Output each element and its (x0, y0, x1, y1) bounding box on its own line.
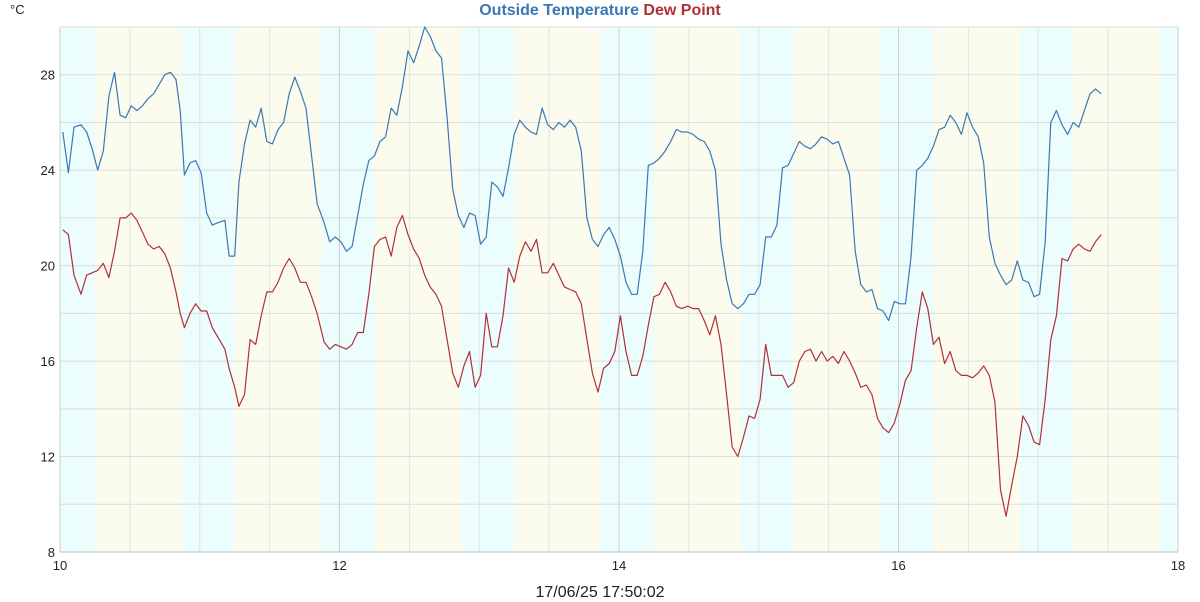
band-day-11 (793, 27, 881, 552)
y-tick-label: 8 (48, 545, 55, 560)
x-tick-label: 10 (53, 558, 67, 573)
band-night-8 (600, 27, 654, 552)
band-day-7 (514, 27, 601, 552)
band-night-16 (1159, 27, 1178, 552)
x-tick-label: 16 (891, 558, 905, 573)
band-night-4 (321, 27, 375, 552)
band-night-14 (1020, 27, 1074, 552)
x-tick-label: 14 (612, 558, 626, 573)
axis-tick-labels: 8 12 16 20 24 28 10 12 14 16 18 (41, 68, 1186, 573)
band-night-10 (740, 27, 794, 552)
band-day-9 (653, 27, 741, 552)
band-day-15 (1073, 27, 1160, 552)
chart-title: Outside Temperature Dew Point (0, 2, 1200, 20)
band-day-13 (933, 27, 1021, 552)
chart-grid (59, 26, 1179, 553)
legend-outside-temperature: Outside Temperature (479, 2, 639, 19)
y-tick-label: 28 (41, 68, 55, 83)
y-axis-unit: °C (10, 2, 25, 17)
y-tick-label: 16 (41, 354, 55, 369)
legend-dew-point: Dew Point (643, 2, 721, 19)
band-day-5 (374, 27, 462, 552)
y-tick-label: 24 (41, 163, 55, 178)
y-tick-label: 12 (41, 450, 55, 465)
x-tick-label: 12 (332, 558, 346, 573)
y-tick-label: 20 (41, 259, 55, 274)
chart-series (62, 26, 1102, 517)
band-night-6 (461, 27, 515, 552)
timestamp: 17/06/25 17:50:02 (535, 584, 665, 601)
x-tick-label: 18 (1171, 558, 1185, 573)
series-dew-point (62, 212, 1102, 517)
band-day-1 (94, 27, 182, 552)
series-outside-temperature (62, 26, 1102, 322)
band-night-2 (181, 27, 235, 552)
band-night-0 (60, 27, 95, 552)
